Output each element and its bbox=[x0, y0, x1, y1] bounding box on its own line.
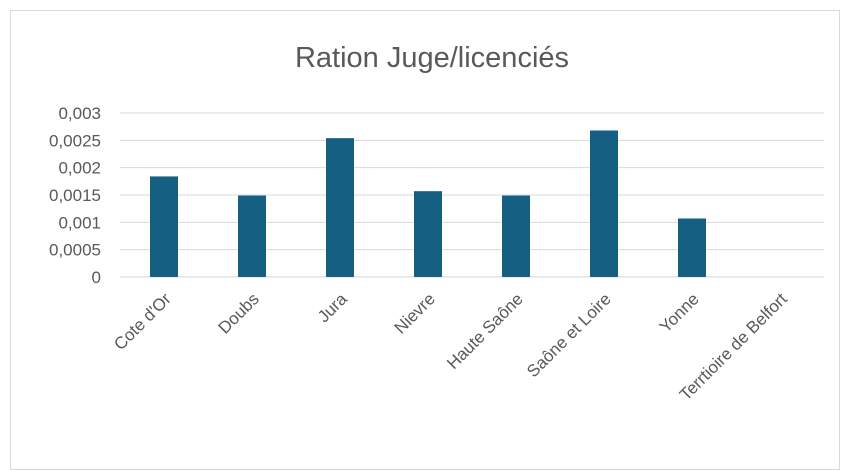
x-tick-label: Yonne bbox=[656, 289, 703, 336]
y-tick-label: 0,001 bbox=[58, 213, 101, 232]
x-tick-label: Haute Saône bbox=[443, 289, 527, 373]
y-tick-label: 0,0005 bbox=[49, 241, 101, 260]
bars bbox=[150, 130, 706, 277]
gridlines bbox=[120, 112, 824, 278]
bar bbox=[590, 130, 618, 277]
y-tick-label: 0 bbox=[92, 268, 101, 287]
x-tick-label: Saône et Loire bbox=[523, 289, 615, 381]
x-tick-label: Cote d'Or bbox=[110, 289, 175, 354]
x-tick-label: Nievre bbox=[391, 289, 439, 337]
y-tick-label: 0,003 bbox=[58, 104, 101, 123]
x-axis-labels: Cote d'Or Doubs Jura Nievre Haute SaôneSaône… bbox=[110, 289, 791, 404]
x-tick-label: Doubs bbox=[215, 289, 263, 337]
y-axis-ticks: 0 0,0005 0,001 0,0015 0,002 0,0025 0,003 bbox=[49, 104, 101, 287]
y-tick-label: 0,0015 bbox=[49, 186, 101, 205]
bar bbox=[238, 195, 266, 277]
y-tick-label: 0,002 bbox=[58, 159, 101, 178]
y-tick-label: 0,0025 bbox=[49, 131, 101, 150]
bar bbox=[678, 218, 706, 277]
bar bbox=[326, 138, 354, 277]
x-tick-label: Jura bbox=[314, 289, 351, 326]
bar bbox=[414, 191, 442, 277]
bar bbox=[150, 176, 178, 277]
chart-title: Ration Juge/licenciés bbox=[295, 42, 569, 74]
bar bbox=[502, 195, 530, 277]
